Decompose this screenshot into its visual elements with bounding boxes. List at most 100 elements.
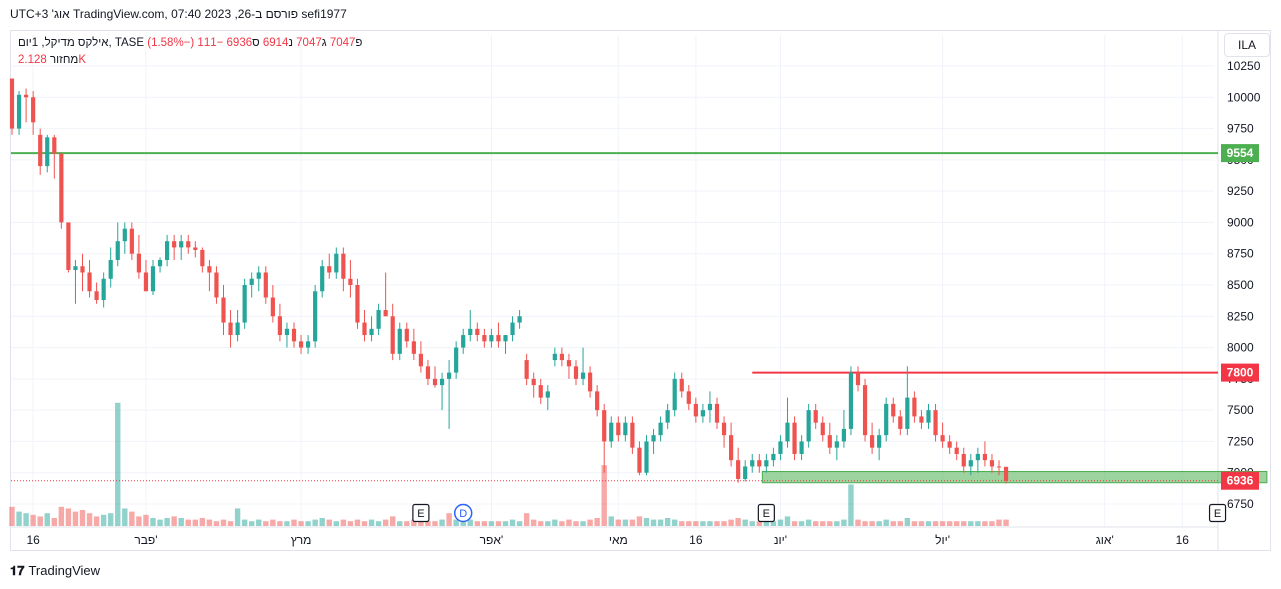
candle-body[interactable] bbox=[905, 397, 910, 429]
candle-body[interactable] bbox=[524, 360, 529, 379]
candle-body[interactable] bbox=[411, 341, 416, 354]
candle-body[interactable] bbox=[729, 435, 734, 461]
candle-body[interactable] bbox=[425, 366, 431, 379]
candle-body[interactable] bbox=[461, 335, 466, 348]
candle-body[interactable] bbox=[531, 378, 536, 386]
candle-body[interactable] bbox=[693, 403, 698, 417]
candle-body[interactable] bbox=[891, 403, 896, 417]
candle-body[interactable] bbox=[609, 422, 614, 442]
candle-body[interactable] bbox=[827, 435, 832, 448]
candle-body[interactable] bbox=[404, 328, 409, 342]
candle-body[interactable] bbox=[870, 435, 875, 448]
candle-body[interactable] bbox=[552, 353, 557, 361]
candle-body[interactable] bbox=[129, 228, 134, 254]
candle-body[interactable] bbox=[369, 328, 374, 336]
candle-body[interactable] bbox=[630, 422, 635, 448]
candle-body[interactable] bbox=[327, 266, 332, 273]
candle-body[interactable] bbox=[45, 137, 50, 167]
candle-body[interactable] bbox=[771, 453, 776, 461]
candle-body[interactable] bbox=[186, 241, 191, 248]
candle-body[interactable] bbox=[877, 435, 882, 448]
candle-body[interactable] bbox=[235, 322, 240, 336]
candle-body[interactable] bbox=[947, 441, 952, 448]
candle-body[interactable] bbox=[503, 335, 508, 342]
candle-body[interactable] bbox=[66, 222, 71, 270]
candle-body[interactable] bbox=[256, 272, 261, 279]
candle-body[interactable] bbox=[122, 228, 127, 242]
candle-body[interactable] bbox=[496, 335, 501, 342]
candle-body[interactable] bbox=[432, 378, 438, 386]
candle-body[interactable] bbox=[320, 266, 325, 292]
candle-body[interactable] bbox=[975, 453, 980, 461]
candle-body[interactable] bbox=[59, 153, 64, 223]
candle-body[interactable] bbox=[489, 335, 494, 342]
candle-body[interactable] bbox=[898, 416, 903, 429]
candle-body[interactable] bbox=[623, 422, 628, 436]
candle-body[interactable] bbox=[651, 435, 656, 442]
candle-body[interactable] bbox=[954, 447, 959, 454]
candle-body[interactable] bbox=[884, 403, 889, 436]
candle-body[interactable] bbox=[855, 372, 861, 386]
earnings-event-icon[interactable] bbox=[1208, 503, 1227, 523]
candle-body[interactable] bbox=[559, 353, 564, 361]
candle-body[interactable] bbox=[933, 410, 938, 436]
candle-body[interactable] bbox=[439, 378, 445, 386]
candle-body[interactable] bbox=[848, 372, 854, 429]
candle-body[interactable] bbox=[468, 328, 473, 336]
candle-body[interactable] bbox=[707, 403, 713, 411]
candle-body[interactable] bbox=[221, 297, 226, 323]
candle-body[interactable] bbox=[31, 97, 36, 123]
candle-body[interactable] bbox=[672, 378, 677, 411]
candle-body[interactable] bbox=[510, 322, 515, 336]
candle-body[interactable] bbox=[306, 341, 311, 348]
candle-body[interactable] bbox=[284, 328, 290, 336]
candle-body[interactable] bbox=[968, 460, 973, 467]
candle-body[interactable] bbox=[242, 285, 247, 323]
candle-body[interactable] bbox=[940, 435, 945, 442]
candle-body[interactable] bbox=[298, 341, 304, 348]
candle-body[interactable] bbox=[658, 422, 663, 436]
candle-body[interactable] bbox=[38, 134, 43, 167]
candle-body[interactable] bbox=[841, 428, 846, 442]
candle-body[interactable] bbox=[573, 366, 579, 379]
candle-body[interactable] bbox=[136, 253, 141, 273]
dividend-event-icon[interactable] bbox=[453, 503, 473, 523]
candle-body[interactable] bbox=[157, 259, 163, 267]
candle-body[interactable] bbox=[179, 241, 184, 248]
candle-body[interactable] bbox=[820, 422, 825, 436]
candle-body[interactable] bbox=[545, 391, 550, 398]
candle-body[interactable] bbox=[228, 322, 233, 336]
candle-body[interactable] bbox=[263, 272, 268, 298]
candle-body[interactable] bbox=[454, 347, 459, 373]
candle-body[interactable] bbox=[482, 335, 487, 342]
legend-volume-label[interactable]: מחזור bbox=[49, 54, 79, 66]
candle-body[interactable] bbox=[334, 253, 339, 273]
candle-body[interactable] bbox=[538, 385, 543, 398]
candle-body[interactable] bbox=[52, 137, 57, 154]
candle-body[interactable] bbox=[926, 410, 931, 423]
candle-body[interactable] bbox=[588, 372, 593, 392]
candle-body[interactable] bbox=[686, 391, 691, 404]
candle-body[interactable] bbox=[80, 266, 85, 273]
candle-body[interactable] bbox=[291, 328, 297, 342]
candle-body[interactable] bbox=[743, 466, 748, 479]
candle-body[interactable] bbox=[348, 278, 353, 285]
legend-symbol[interactable]: אילקס מדיקל, 1יום, TASE bbox=[18, 37, 145, 49]
candle-body[interactable] bbox=[721, 422, 727, 436]
candle-body[interactable] bbox=[700, 410, 705, 417]
candle-body[interactable] bbox=[778, 441, 783, 454]
candle-body[interactable] bbox=[200, 249, 205, 267]
candle-body[interactable] bbox=[193, 247, 198, 250]
candle-body[interactable] bbox=[16, 94, 22, 129]
candle-body[interactable] bbox=[813, 410, 818, 423]
candle-body[interactable] bbox=[355, 285, 360, 323]
candle-body[interactable] bbox=[376, 310, 381, 329]
earnings-event-icon[interactable] bbox=[412, 503, 430, 523]
candle-body[interactable] bbox=[602, 410, 607, 442]
candle-body[interactable] bbox=[143, 272, 149, 292]
earnings-event-icon[interactable] bbox=[757, 503, 775, 523]
candle-body[interactable] bbox=[996, 466, 1002, 468]
candle-body[interactable] bbox=[277, 316, 282, 336]
candle-body[interactable] bbox=[1003, 466, 1009, 481]
